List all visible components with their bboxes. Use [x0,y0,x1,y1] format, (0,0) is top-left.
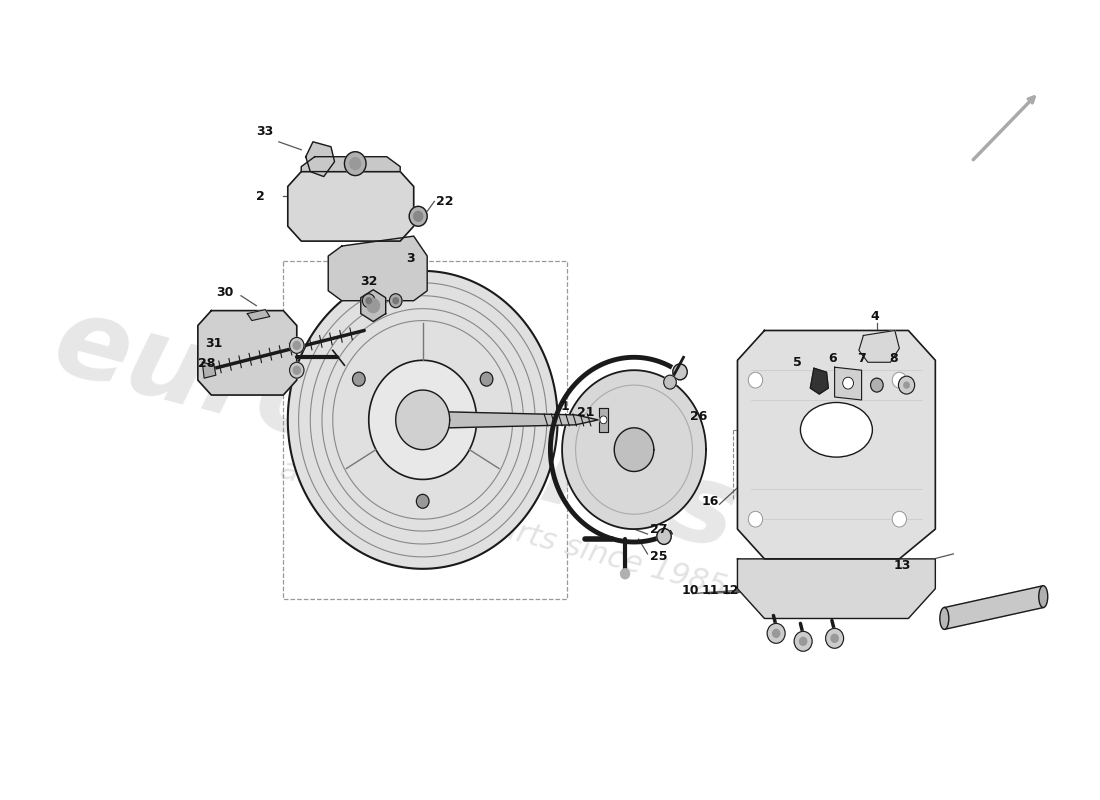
Text: 30: 30 [216,286,233,299]
Circle shape [892,511,906,527]
Circle shape [800,638,806,646]
Polygon shape [288,271,558,569]
Circle shape [367,298,380,313]
Polygon shape [301,157,400,171]
Polygon shape [944,586,1043,630]
Circle shape [350,158,361,170]
Circle shape [772,630,780,638]
Circle shape [748,372,762,388]
Text: 10: 10 [682,584,700,597]
Text: 28: 28 [198,357,216,370]
Text: 33: 33 [256,126,274,138]
Text: 1: 1 [560,401,569,414]
Polygon shape [600,408,608,432]
Text: 11: 11 [702,584,719,597]
Circle shape [767,623,785,643]
Ellipse shape [939,607,949,630]
Polygon shape [396,390,450,450]
Circle shape [294,366,300,374]
Text: 21: 21 [578,406,595,419]
Circle shape [892,372,906,388]
Text: 22: 22 [437,195,453,208]
Polygon shape [306,142,334,177]
Circle shape [870,378,883,392]
Circle shape [362,294,375,308]
Circle shape [899,376,914,394]
Polygon shape [450,412,598,428]
Polygon shape [198,310,297,395]
Text: a passion for parts since 1985: a passion for parts since 1985 [277,455,730,602]
Polygon shape [835,367,861,400]
Text: 3: 3 [407,253,415,266]
Polygon shape [614,428,653,471]
Polygon shape [859,330,900,362]
Circle shape [843,377,854,389]
Circle shape [673,364,688,380]
Polygon shape [368,360,476,479]
Circle shape [414,211,422,222]
Circle shape [663,375,676,389]
Circle shape [620,569,629,578]
Text: 25: 25 [650,550,668,563]
Ellipse shape [801,402,872,457]
Circle shape [748,511,762,527]
Circle shape [344,152,366,175]
Text: 4: 4 [870,310,879,323]
Circle shape [366,298,372,304]
Polygon shape [328,236,427,301]
Text: 32: 32 [360,275,377,288]
Circle shape [794,631,812,651]
Polygon shape [361,290,386,322]
Circle shape [389,294,402,308]
Circle shape [294,342,300,350]
Text: 5: 5 [793,356,802,369]
Text: 8: 8 [890,352,898,365]
Text: 6: 6 [828,352,837,365]
Text: eurospares: eurospares [43,287,749,572]
Polygon shape [288,171,414,241]
Text: 16: 16 [702,494,719,508]
Circle shape [417,494,429,508]
Circle shape [289,362,304,378]
Text: 31: 31 [205,337,222,350]
Polygon shape [562,370,706,529]
Circle shape [657,529,671,544]
Polygon shape [248,310,270,321]
Polygon shape [811,368,828,394]
Text: 27: 27 [650,522,668,535]
Polygon shape [737,330,935,559]
Circle shape [830,634,838,642]
Circle shape [826,629,844,648]
Circle shape [481,372,493,386]
Text: 12: 12 [722,584,739,597]
Circle shape [409,206,427,226]
Text: 7: 7 [857,352,866,365]
Circle shape [904,382,910,388]
Circle shape [393,298,398,304]
Circle shape [352,372,365,386]
Circle shape [600,416,607,424]
Text: 26: 26 [690,410,707,423]
Polygon shape [202,362,216,378]
Circle shape [289,338,304,354]
Text: 13: 13 [894,559,911,572]
Text: 2: 2 [256,190,265,203]
Ellipse shape [1038,586,1048,607]
Polygon shape [737,559,935,618]
